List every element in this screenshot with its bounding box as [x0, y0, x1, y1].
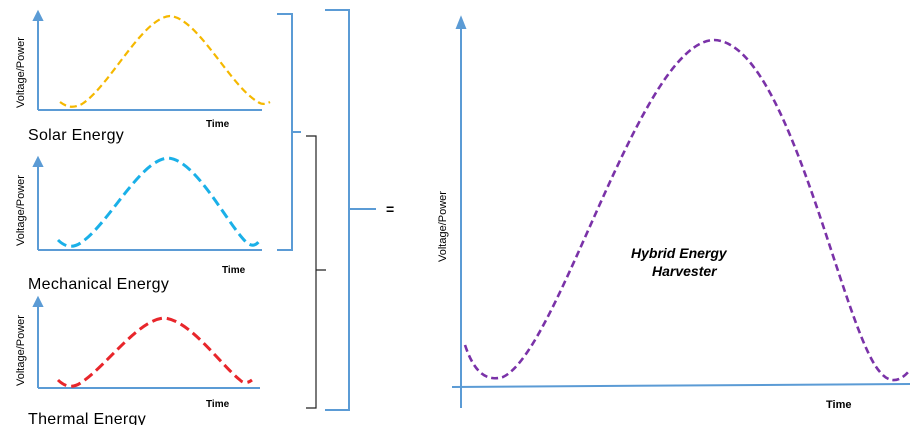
- thermal-panel: Voltage/Power Time Thermal Energy: [15, 295, 260, 425]
- hybrid-y-label: Voltage/Power: [437, 191, 449, 262]
- hybrid-panel: Voltage/Power Time Hybrid Energy Harvest…: [437, 15, 911, 411]
- bracket-all-sources: [325, 9, 376, 411]
- solar-y-label: Voltage/Power: [15, 37, 27, 108]
- hybrid-y-arrow: [455, 15, 467, 29]
- thermal-x-label: Time: [206, 399, 230, 410]
- solar-x-label: Time: [206, 119, 230, 130]
- mechanical-caption: Mechanical Energy: [28, 276, 169, 293]
- thermal-y-arrow: [32, 295, 44, 307]
- solar-caption: Solar Energy: [28, 127, 124, 144]
- bracket-solar-mechanical: [277, 13, 301, 251]
- solar-panel: Voltage/Power Time Solar Energy: [15, 9, 271, 144]
- mechanical-panel: Voltage/Power Time Mechanical Energy: [15, 155, 262, 293]
- thermal-curve: [56, 316, 253, 388]
- mechanical-y-arrow: [32, 155, 44, 167]
- solar-y-arrow: [32, 9, 44, 21]
- solar-curve: [59, 14, 271, 108]
- hybrid-curve: [463, 38, 911, 382]
- bracket-mechanical-thermal: [306, 135, 326, 409]
- mechanical-curve: [56, 156, 262, 248]
- hybrid-title-line2: Harvester: [652, 263, 718, 279]
- thermal-y-label: Voltage/Power: [15, 315, 27, 386]
- hybrid-title-line1: Hybrid Energy: [631, 245, 728, 261]
- hybrid-x-axis: [451, 383, 911, 388]
- equals-sign: =: [386, 201, 394, 217]
- thermal-caption: Thermal Energy: [28, 411, 146, 425]
- mechanical-x-label: Time: [222, 265, 246, 276]
- hybrid-x-label: Time: [826, 399, 851, 411]
- mechanical-y-label: Voltage/Power: [15, 175, 27, 246]
